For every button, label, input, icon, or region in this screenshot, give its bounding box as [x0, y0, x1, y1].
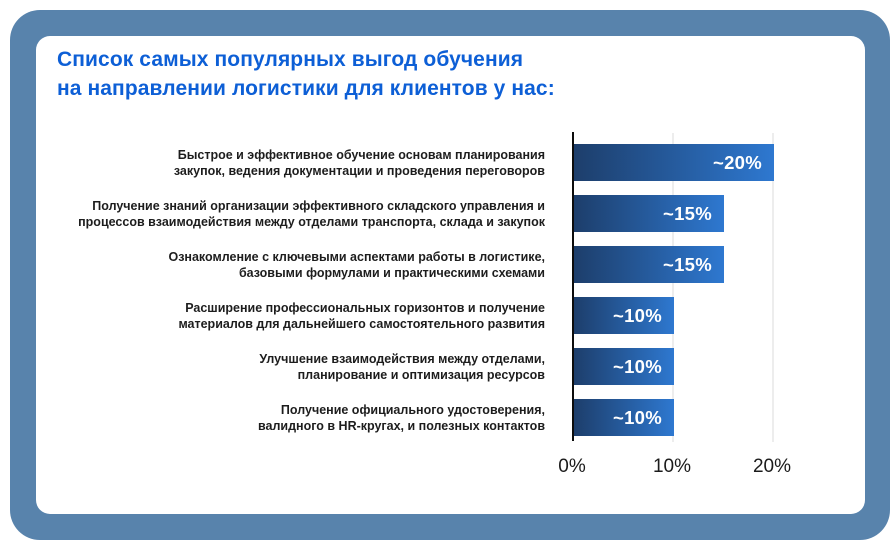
x-axis-ticks: 0% 10% 20%	[558, 456, 812, 482]
category-label: Расширение профессиональных горизонтов и…	[178, 300, 545, 331]
gridline-20pct	[772, 133, 774, 442]
plot-area	[572, 132, 812, 442]
chart-row: Быстрое и эффективное обучение основам п…	[36, 144, 865, 181]
gridline-10pct	[672, 133, 674, 442]
category-label: Улучшение взаимодействия между отделами,…	[259, 351, 545, 382]
x-tick-label: 0%	[558, 456, 586, 477]
bar-area: ~10%	[572, 297, 865, 334]
chart-rows: Быстрое и эффективное обучение основам п…	[36, 144, 865, 450]
chart-card: Список самых популярных выгод обучения н…	[36, 36, 865, 514]
bar: ~15%	[574, 195, 724, 232]
chart-row: Получение знаний организации эффективног…	[36, 195, 865, 232]
x-tick-label: 20%	[752, 456, 792, 477]
x-tick-label: 10%	[652, 456, 692, 477]
bar-value-label: ~10%	[612, 406, 662, 428]
category-label: Быстрое и эффективное обучение основам п…	[173, 147, 545, 178]
bar: ~20%	[574, 144, 774, 181]
bar-area: ~15%	[572, 195, 865, 232]
outer-frame: Список самых популярных выгод обучения н…	[10, 10, 890, 540]
page-title: Список самых популярных выгод обучения н…	[57, 48, 555, 100]
bar-value-label: ~15%	[662, 202, 712, 224]
chart-row: Улучшение взаимодействия между отделами,…	[36, 348, 865, 385]
bar-area: ~20%	[572, 144, 865, 181]
bar-area: ~15%	[572, 246, 865, 283]
bar: ~10%	[574, 399, 674, 436]
y-axis-line	[572, 132, 574, 441]
benefits-bar-chart: Быстрое и эффективное обучение основам п…	[36, 132, 865, 514]
category-label: Получение знаний организации эффективног…	[78, 198, 545, 229]
bar-value-label: ~10%	[612, 355, 662, 377]
chart-row: Расширение профессиональных горизонтов и…	[36, 297, 865, 334]
bar: ~10%	[574, 348, 674, 385]
bar-value-label: ~20%	[712, 151, 762, 173]
bar-area: ~10%	[572, 399, 865, 436]
bar: ~10%	[574, 297, 674, 334]
chart-row: Получение официального удостоверения, ва…	[36, 399, 865, 436]
chart-row: Ознакомление с ключевыми аспектами работ…	[36, 246, 865, 283]
bar-area: ~10%	[572, 348, 865, 385]
bar: ~15%	[574, 246, 724, 283]
bar-value-label: ~15%	[662, 253, 712, 275]
bar-value-label: ~10%	[612, 304, 662, 326]
category-label: Ознакомление с ключевыми аспектами работ…	[168, 249, 545, 280]
category-label: Получение официального удостоверения, ва…	[258, 402, 545, 433]
